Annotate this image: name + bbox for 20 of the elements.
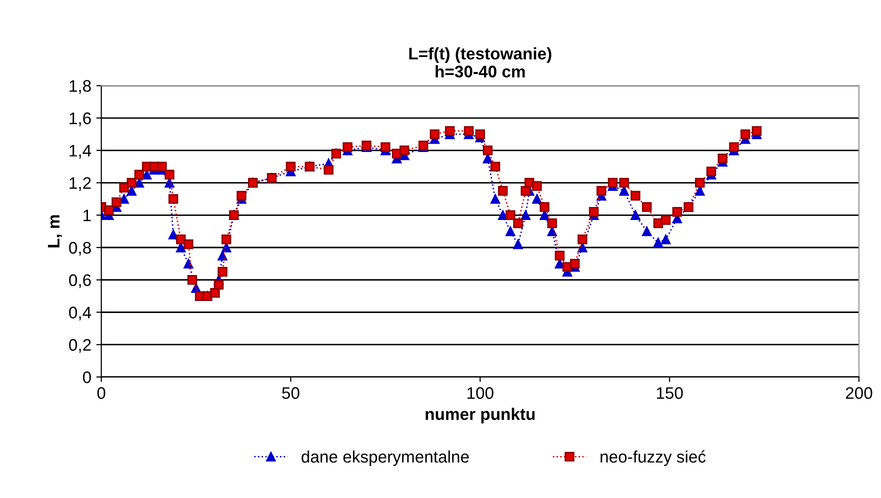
- x-tick-label: 0: [97, 387, 106, 399]
- x-tick-label: 100: [468, 387, 494, 399]
- x-tick-label: 150: [656, 387, 683, 399]
- y-tick-label: 1,4: [70, 144, 92, 159]
- y-tick-label: 0,4: [69, 306, 92, 320]
- y-tick-label: 0,8: [69, 242, 91, 256]
- y-tick-label: 0,6: [69, 274, 91, 288]
- y-tick-label: 1,8: [70, 80, 91, 94]
- legend-label: dane eksperymentalne: [302, 450, 469, 466]
- chart-title: L=f(t) (testowanie) h=30-40 cm: [409, 47, 552, 78]
- y-tick-label: 0: [82, 371, 91, 384]
- x-tick-label: 50: [282, 387, 300, 399]
- y-tick-label: 1,2: [70, 177, 91, 191]
- y-tick-label: 0,2: [69, 339, 91, 353]
- y-axis-title: L, m: [48, 215, 62, 248]
- legend-label: neo-fuzzy sieć: [600, 450, 706, 466]
- y-tick-label: 1: [84, 210, 91, 222]
- x-tick-label: 200: [846, 387, 872, 399]
- x-axis-title: numer punktu: [426, 408, 535, 424]
- y-tick-label: 1,6: [70, 112, 91, 126]
